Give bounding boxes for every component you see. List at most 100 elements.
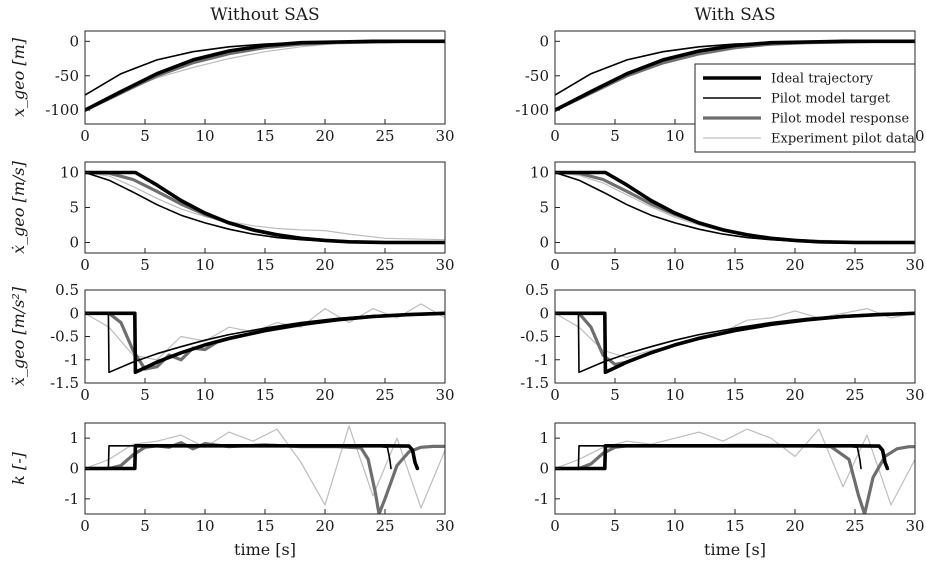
legend-entry: Experiment pilot data [771,132,915,147]
panel-1: 0 5 10 15 20 25 30 0 -50 -100 [45,30,455,145]
x-tick-label: 25 [375,127,394,145]
y-tick-label: 1 [539,429,549,447]
legend: Ideal trajectory Pilot model target Pilot … [694,63,916,153]
x-tick-label: 25 [375,517,394,535]
x-tick-label: 5 [610,256,620,274]
x-tick-label: 10 [195,386,214,404]
x-tick-label: 10 [195,127,214,145]
y-tick-label: 0 [539,460,549,478]
y-tick-label: 5 [539,199,549,217]
y-tick-label: -1 [64,351,79,369]
x-tick-label: 0 [550,386,560,404]
column-titles: Without SAS With SAS [210,5,775,25]
x-tick-label: 20 [785,386,804,404]
y-tick-label: -1.5 [50,374,79,392]
x-tick-label: 5 [610,517,620,535]
legend-entry: Pilot model target [771,92,891,107]
series-line-pilot-model-target [85,312,445,374]
x-tick-label: 20 [315,127,334,145]
y-tick-label: 0.5 [55,281,79,299]
y-tick-label: 0 [69,234,79,252]
y-tick-label: -1 [534,490,549,508]
y-axis-label: x_geo [m] [9,37,28,117]
panel-6: 0 5 10 15 20 25 30 0.5 0 -0.5 -1 -1.5 [520,281,924,404]
x-tick-label: 5 [140,386,150,404]
x-tick-label: 5 [610,386,620,404]
series-line-experiment-pilot-data [85,171,445,241]
x-tick-label: 10 [665,386,684,404]
x-tick-label: 25 [845,256,864,274]
series-line-experiment-pilot-data [85,39,445,111]
y-tick-label: 5 [69,199,79,217]
y-tick-label: 0.5 [525,281,549,299]
legend-entry: Ideal trajectory [771,72,874,87]
y-axis-label: ẋ_geo [m/s] [9,160,28,253]
x-tick-label: 25 [845,386,864,404]
x-tick-label: 5 [610,127,620,145]
y-tick-label: 10 [530,164,549,182]
series-line-ideal-trajectory [85,444,420,471]
x-tick-label: 10 [665,256,684,274]
panel-4: 0 5 10 15 20 25 30 0 5 10 [530,161,925,274]
x-tick-label: 30 [435,386,454,404]
y-tick-label: -100 [515,101,549,119]
x-tick-label: 10 [665,127,684,145]
column-title: Without SAS [210,5,319,25]
series-line-pilot-model-response [555,311,915,366]
x-tick-label: 15 [725,386,744,404]
x-tick-label: 20 [315,517,334,535]
x-tick-label: 15 [255,517,274,535]
series-lines [85,39,445,112]
series-lines [555,170,915,245]
x-tick-label: 20 [315,386,334,404]
y-tick-label: 0 [539,234,549,252]
y-tick-label: -100 [45,101,79,119]
x-axis-label: time [s] [704,540,766,559]
y-axis-label: k [-] [9,451,28,484]
x-tick-label: 5 [140,256,150,274]
x-axis-labels: time [s] time [s] [234,540,766,559]
series-line-ideal-trajectory [85,39,445,112]
series-line-pilot-model-response [555,443,915,514]
y-axis-label: ẍ_geo [m/s²] [9,286,28,386]
x-tick-label: 0 [550,517,560,535]
y-tick-label: -50 [525,67,549,85]
series-line-pilot-model-target [85,40,445,96]
y-tick-label: 0 [539,32,549,50]
y-tick-label: -0.5 [50,328,79,346]
series-lines [85,170,445,245]
x-tick-label: 30 [435,517,454,535]
series-lines [85,303,445,375]
y-tick-label: 0 [69,32,79,50]
x-tick-label: 10 [665,517,684,535]
x-tick-label: 0 [80,256,90,274]
x-tick-label: 30 [905,386,924,404]
x-tick-label: 25 [375,256,394,274]
x-tick-label: 15 [725,517,744,535]
x-axis-label: time [s] [234,540,296,559]
series-line-pilot-model-target [555,312,915,374]
series-lines [555,39,915,112]
x-tick-label: 30 [905,256,924,274]
y-tick-label: 0 [69,460,79,478]
y-tick-label: -1 [64,490,79,508]
x-tick-label: 20 [785,256,804,274]
y-tick-label: -1 [534,351,549,369]
series-line-ideal-trajectory [85,170,445,245]
y-tick-label: -0.5 [520,328,549,346]
series-line-ideal-trajectory [555,39,915,112]
x-tick-label: 15 [725,256,744,274]
y-axis-labels: x_geo [m] ẋ_geo [m/s] ẍ_geo [m/s²] k [-] [9,37,28,485]
y-tick-label: -50 [55,67,79,85]
x-tick-label: 5 [140,127,150,145]
panel-3: 0 5 10 15 20 25 30 0 5 10 [60,161,455,274]
y-tick-label: -1.5 [520,374,549,392]
x-tick-label: 15 [255,256,274,274]
x-tick-label: 30 [905,517,924,535]
series-line-ideal-trajectory [555,170,915,245]
x-tick-label: 15 [255,386,274,404]
series-line-ideal-trajectory [85,311,445,375]
series-line-ideal-trajectory [555,444,890,471]
x-tick-label: 25 [845,517,864,535]
